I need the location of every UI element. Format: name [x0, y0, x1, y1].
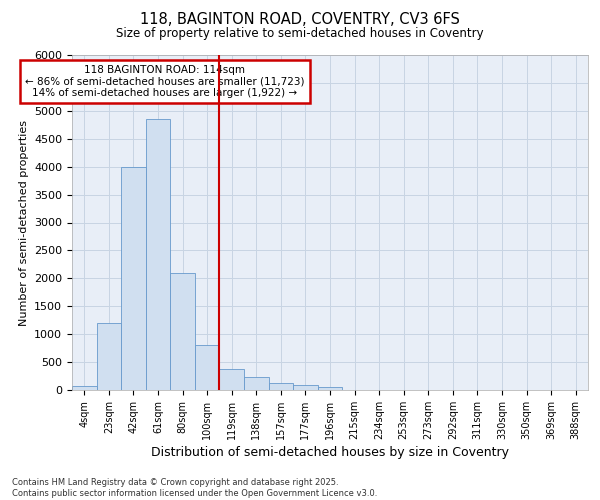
Bar [220, 370, 244, 390]
Text: 118 BAGINTON ROAD: 114sqm
← 86% of semi-detached houses are smaller (11,723)
14%: 118 BAGINTON ROAD: 114sqm ← 86% of semi-… [25, 65, 305, 98]
Bar [72, 386, 97, 390]
Bar [146, 119, 170, 390]
Text: Contains HM Land Registry data © Crown copyright and database right 2025.
Contai: Contains HM Land Registry data © Crown c… [12, 478, 377, 498]
Bar [269, 382, 293, 390]
Bar [97, 323, 121, 390]
Bar [293, 385, 318, 390]
Bar [244, 377, 269, 390]
Bar [121, 166, 146, 390]
Y-axis label: Number of semi-detached properties: Number of semi-detached properties [19, 120, 29, 326]
Bar [195, 346, 220, 390]
Bar [170, 273, 195, 390]
X-axis label: Distribution of semi-detached houses by size in Coventry: Distribution of semi-detached houses by … [151, 446, 509, 459]
Text: 118, BAGINTON ROAD, COVENTRY, CV3 6FS: 118, BAGINTON ROAD, COVENTRY, CV3 6FS [140, 12, 460, 28]
Bar [318, 387, 342, 390]
Text: Size of property relative to semi-detached houses in Coventry: Size of property relative to semi-detach… [116, 28, 484, 40]
